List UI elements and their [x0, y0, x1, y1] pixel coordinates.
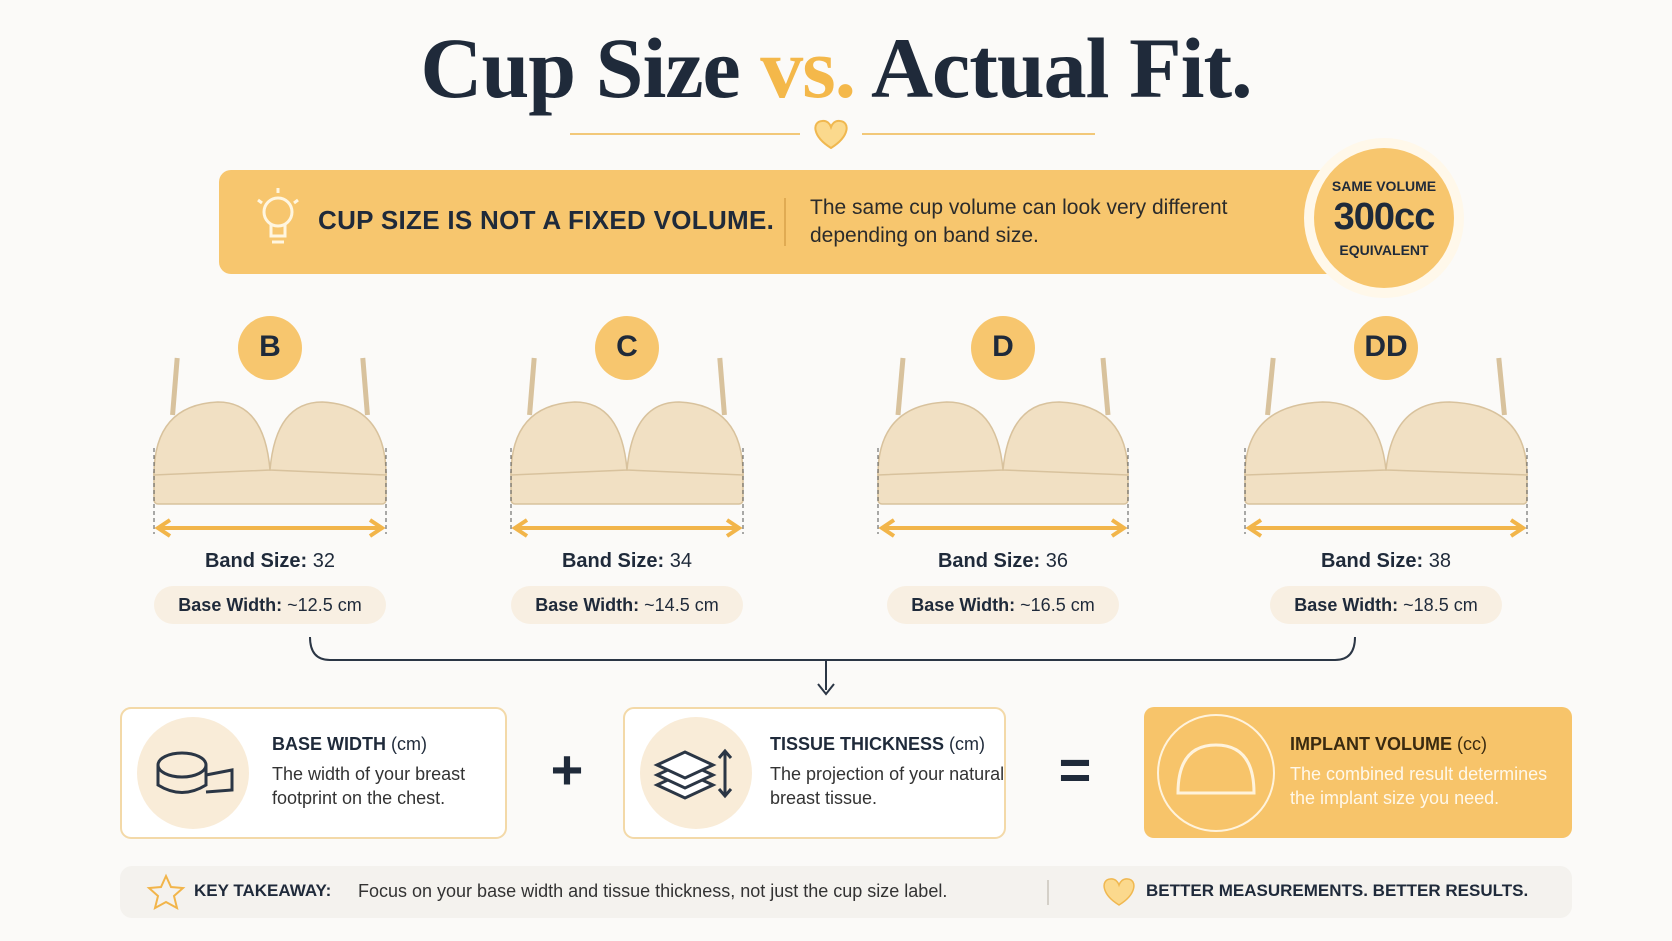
width-label: Base Width: — [1294, 595, 1399, 615]
banner — [219, 170, 1359, 274]
formula-text: The projection of your natural breast ti… — [770, 764, 1005, 808]
icon-circle — [137, 717, 249, 829]
cup-badge — [238, 316, 302, 380]
tape-icon — [156, 751, 234, 794]
title-accent: vs. — [760, 20, 856, 116]
band-label: Band Size: — [204, 550, 308, 572]
width-value: ~16.5 cm — [1020, 595, 1095, 615]
formula-text: The combined result determines the impla… — [1290, 764, 1548, 808]
layers-icon — [653, 748, 733, 800]
arrow-head — [817, 683, 835, 696]
footer-slogan: BETTER MEASUREMENTS. BETTER RESULTS. — [1146, 881, 1529, 900]
formula-title: IMPLANT VOLUME (cc) — [1290, 734, 1487, 755]
cup-letter: DD — [1364, 330, 1408, 363]
band-size: Band Size: 38 — [1236, 550, 1536, 573]
strap — [1100, 357, 1111, 416]
cup — [1002, 401, 1129, 476]
badge-caption: SAME VOLUME — [1331, 178, 1437, 194]
band-label: Band Size: — [937, 550, 1041, 572]
formula-title-text: BASE WIDTH — [272, 734, 386, 754]
cup-letter: C — [616, 330, 638, 363]
cup — [1244, 401, 1387, 476]
formula-title: BASE WIDTH (cm) — [272, 734, 427, 755]
base-width: Base Width: ~14.5 cm — [511, 586, 743, 624]
arrow-head — [1245, 518, 1527, 538]
strap — [360, 357, 370, 416]
cup-letter: D — [992, 330, 1014, 363]
formula-unit: (cm) — [949, 734, 986, 754]
bra-illustration — [510, 357, 744, 505]
band-size: Band Size: 34 — [477, 550, 777, 573]
bulb-icon — [257, 188, 299, 244]
badge — [1314, 148, 1454, 288]
footer-text: Focus on your base width and tissue thic… — [358, 881, 948, 901]
badge-caption: EQUIVALENT — [1339, 242, 1429, 258]
badge-value: 300cc — [1333, 196, 1436, 238]
title: Cup Size vs. Actual Fit. — [0, 18, 1672, 118]
band-value: 38 — [1428, 550, 1452, 572]
operator: = — [1058, 738, 1092, 801]
banner-text: The same cup volume can look very differ… — [810, 196, 1228, 247]
arrow-head — [511, 518, 743, 538]
footer-bar — [120, 866, 1572, 918]
operator: + — [550, 738, 584, 801]
band-size: Band Size: 32 — [120, 550, 420, 573]
cup-badge — [595, 316, 659, 380]
cup — [877, 401, 1004, 476]
bra-illustration — [1244, 357, 1528, 505]
heart-icon — [814, 119, 848, 150]
cup — [510, 401, 628, 476]
strap — [170, 357, 180, 416]
band-value: 36 — [1045, 550, 1069, 572]
band-label: Band Size: — [561, 550, 665, 572]
banner-heading: CUP SIZE IS NOT A FIXED VOLUME. — [318, 205, 775, 235]
band-label: Band Size: — [1320, 550, 1424, 572]
width-value: ~12.5 cm — [287, 595, 362, 615]
base-width: Base Width: ~18.5 cm — [1270, 586, 1502, 624]
width-label: Base Width: — [535, 595, 640, 615]
icon-circle — [1157, 714, 1275, 832]
width-value: ~18.5 cm — [1403, 595, 1478, 615]
implant-icon — [1176, 743, 1256, 795]
bra-illustration — [877, 357, 1129, 505]
width-label: Base Width: — [178, 595, 283, 615]
formula-unit: (cc) — [1457, 734, 1488, 754]
formula-title-text: IMPLANT VOLUME — [1290, 734, 1452, 754]
cup — [153, 401, 271, 476]
base-width: Base Width: ~16.5 cm — [887, 586, 1119, 624]
strap — [1265, 357, 1276, 416]
star-icon — [146, 873, 186, 910]
band-size: Band Size: 36 — [853, 550, 1153, 573]
formula-title: TISSUE THICKNESS (cm) — [770, 734, 985, 755]
formula-title-text: TISSUE THICKNESS — [770, 734, 945, 754]
heart-icon — [1103, 878, 1135, 906]
arrow-head — [878, 518, 1128, 538]
band-value: 34 — [669, 550, 693, 572]
cup-letter: B — [259, 330, 281, 363]
cup-badge — [1354, 316, 1418, 380]
cup — [269, 401, 387, 476]
formula-unit: (cm) — [391, 734, 427, 754]
strap — [527, 357, 537, 416]
strap — [1496, 357, 1507, 416]
title-text: Actual Fit. — [870, 20, 1253, 116]
cup-badge — [971, 316, 1035, 380]
width-value: ~14.5 cm — [644, 595, 719, 615]
title-text: Cup Size — [420, 20, 740, 116]
base-width: Base Width: ~12.5 cm — [154, 586, 386, 624]
band-value: 32 — [312, 550, 336, 572]
cup — [626, 401, 744, 476]
strap — [895, 357, 906, 416]
connector — [309, 636, 1356, 661]
width-label: Base Width: — [911, 595, 1016, 615]
arrow-head — [154, 518, 386, 538]
formula-box — [1144, 707, 1572, 838]
cup — [1385, 401, 1528, 476]
footer-label: KEY TAKEAWAY: — [194, 881, 332, 900]
strap — [717, 357, 727, 416]
formula-text: The width of your breast footprint on th… — [272, 764, 466, 808]
